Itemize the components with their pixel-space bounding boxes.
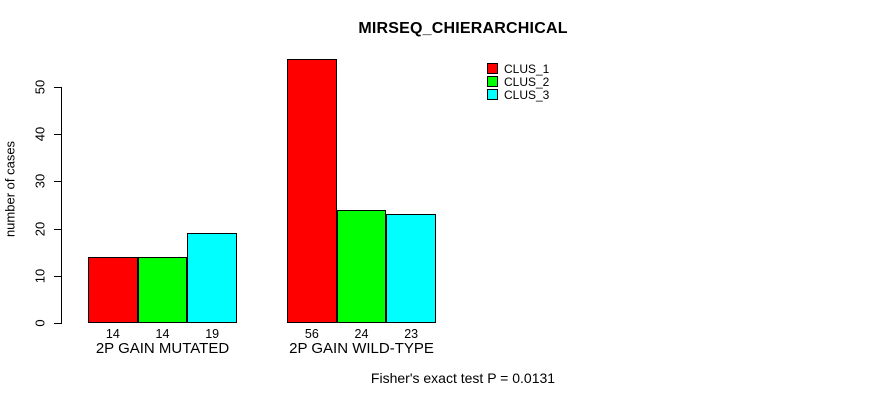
bar-clus_1-group1 [88, 256, 138, 323]
bar-clus_1-group2 [287, 58, 337, 323]
y-tick-label: 40 [32, 126, 48, 142]
bar-clus_3-group1 [187, 233, 237, 323]
legend-item: CLUS_1 [487, 62, 549, 75]
legend-item: CLUS_2 [487, 75, 549, 88]
legend-item: CLUS_3 [487, 88, 549, 101]
legend-label: CLUS_2 [504, 74, 550, 89]
y-axis-tick [54, 87, 61, 88]
legend-label: CLUS_3 [504, 87, 550, 102]
bar-clus_3-group2 [386, 214, 436, 323]
y-axis-tick [54, 228, 61, 230]
legend-swatch-icon [487, 76, 498, 87]
y-axis-title: number of cases [2, 140, 18, 238]
legend-swatch-icon [487, 63, 498, 74]
y-tick-label: 50 [32, 79, 48, 95]
y-tick-label: 30 [32, 174, 48, 189]
legend-label: CLUS_1 [504, 61, 550, 76]
bar-clus_2-group2 [336, 209, 387, 323]
chart-title: MIRSEQ_CHIERARCHICAL [358, 20, 568, 37]
legend: CLUS_1 CLUS_2 CLUS_3 [487, 62, 549, 101]
legend-swatch-icon [487, 89, 498, 100]
x-category-label: 2P GAIN MUTATED [95, 340, 230, 357]
bar-value-label: 19 [205, 327, 220, 341]
y-axis-tick [54, 275, 61, 277]
bar-value-label: 14 [155, 327, 170, 341]
bar-value-label: 23 [404, 327, 419, 341]
y-axis-tick [54, 181, 61, 183]
bar-value-label: 56 [304, 327, 319, 341]
bar-value-label: 14 [105, 327, 120, 341]
y-tick-label: 20 [32, 221, 48, 236]
x-category-label: 2P GAIN WILD-TYPE [289, 340, 434, 357]
y-axis-tick [54, 134, 61, 136]
y-tick-label: 10 [32, 268, 48, 284]
bar-clus_2-group1 [137, 256, 188, 323]
y-tick-label: 0 [32, 319, 48, 327]
annotation-text: Fisher's exact test P = 0.0131 [370, 370, 556, 386]
y-axis-tick [54, 323, 61, 324]
bar-value-label: 24 [354, 327, 369, 341]
y-axis-line [61, 87, 62, 324]
